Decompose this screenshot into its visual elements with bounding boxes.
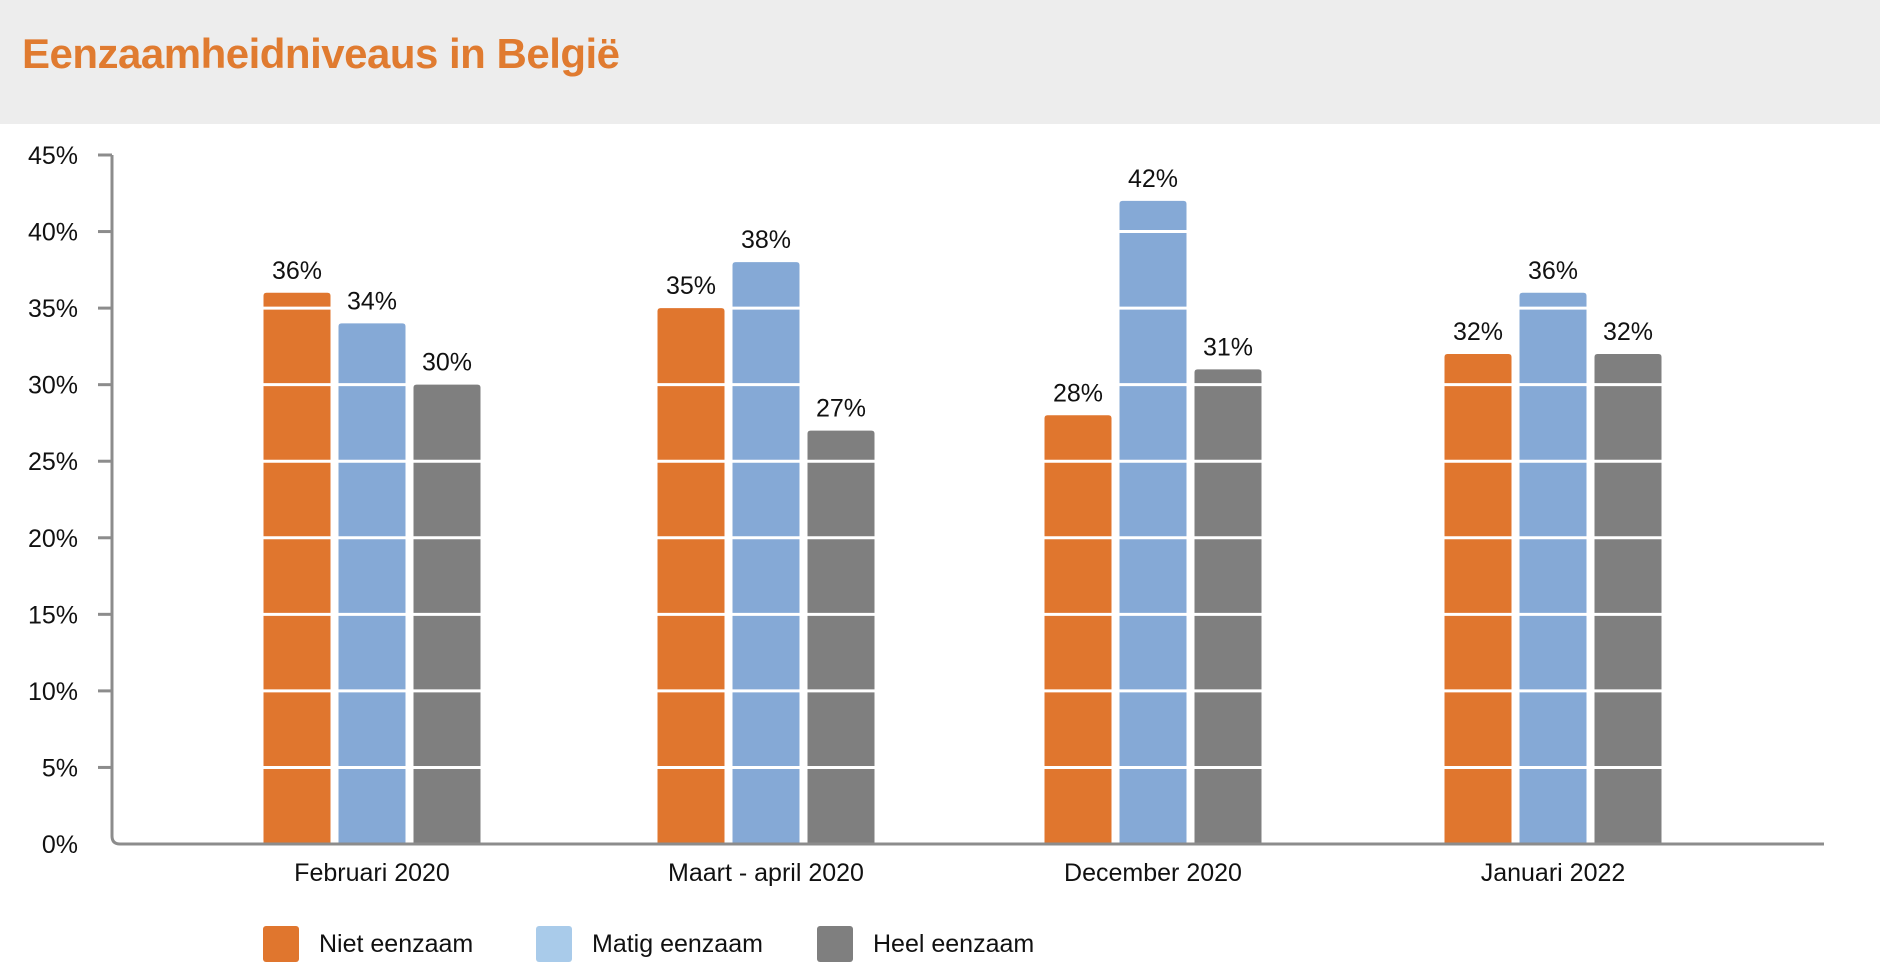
bar [1119, 200, 1187, 844]
data-label: 32% [1453, 318, 1503, 346]
legend-swatch [263, 926, 299, 962]
bar [1519, 292, 1587, 844]
chart-title: Eenzaamheidniveaus in België [22, 30, 620, 77]
legend-item: Niet eenzaam [263, 926, 473, 962]
y-tick-label: 30% [28, 372, 78, 400]
y-tick-label: 45% [28, 142, 78, 170]
y-tick-label: 15% [28, 601, 78, 629]
data-label: 31% [1203, 333, 1253, 361]
data-label: 28% [1053, 379, 1103, 407]
legend-item: Matig eenzaam [536, 926, 763, 962]
x-tick-label: Februari 2020 [294, 859, 450, 887]
header-bar: Eenzaamheidniveaus in België [0, 0, 1880, 124]
data-label: 36% [272, 257, 322, 285]
bar [338, 323, 406, 844]
legend-label: Niet eenzaam [319, 929, 474, 958]
bar [807, 430, 875, 844]
legend-swatch [536, 926, 572, 962]
y-tick-label: 25% [28, 448, 78, 476]
data-label: 38% [741, 226, 791, 254]
bar [657, 308, 725, 845]
bar [732, 262, 800, 845]
y-tick-label: 0% [42, 831, 78, 859]
bar [263, 292, 331, 844]
y-tick-label: 5% [42, 754, 78, 782]
data-label: 36% [1528, 257, 1578, 285]
bar [1194, 369, 1262, 844]
data-label: 42% [1128, 165, 1178, 193]
x-tick-label: Maart - april 2020 [668, 859, 864, 887]
x-tick-label: Januari 2022 [1481, 859, 1626, 887]
data-label: 30% [422, 349, 472, 377]
data-label: 34% [347, 287, 397, 315]
x-tick-label: December 2020 [1064, 859, 1242, 887]
y-tick-label: 40% [28, 219, 78, 247]
bar [1044, 415, 1112, 844]
legend-label: Matig eenzaam [592, 929, 763, 958]
y-tick-label: 10% [28, 678, 78, 706]
bar [1594, 354, 1662, 844]
legend-swatch [817, 926, 853, 962]
data-label: 35% [666, 272, 716, 300]
data-label: 27% [816, 395, 866, 423]
legend-label: Heel eenzaam [873, 929, 1035, 958]
bar [1444, 354, 1512, 844]
data-label: 32% [1603, 318, 1653, 346]
y-tick-label: 20% [28, 525, 78, 553]
axis-lines [110, 155, 1824, 846]
legend-item: Heel eenzaam [817, 926, 1034, 962]
y-tick-label: 35% [28, 295, 78, 323]
